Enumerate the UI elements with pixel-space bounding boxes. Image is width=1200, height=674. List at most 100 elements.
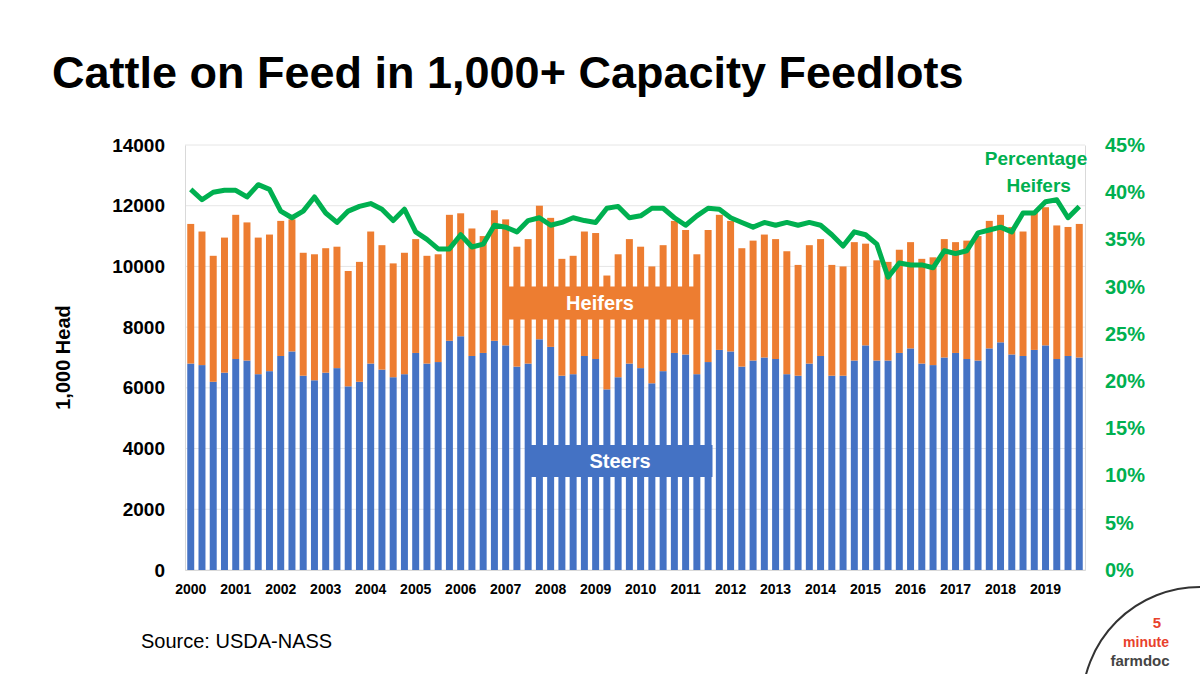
tick: 2012	[715, 570, 746, 597]
bar	[918, 259, 925, 364]
bar	[975, 361, 982, 570]
bar	[783, 251, 790, 374]
tick-label: 40%	[1105, 181, 1145, 203]
bar	[851, 361, 858, 570]
tick: 45%	[1085, 134, 1145, 156]
tick: 2007	[490, 570, 521, 597]
bar	[761, 358, 768, 571]
bar	[817, 239, 824, 356]
bar	[311, 380, 318, 570]
tick-label: 2004	[355, 581, 386, 597]
tick: 2006	[445, 570, 476, 597]
bar	[547, 218, 554, 347]
bar	[390, 377, 397, 570]
bar	[457, 213, 464, 336]
bar	[266, 235, 273, 372]
bar	[266, 371, 273, 570]
tick: 2004	[355, 570, 386, 597]
series-label: Heifers	[505, 287, 695, 320]
bar	[1076, 358, 1083, 571]
axis-line	[185, 146, 186, 571]
bar	[862, 244, 869, 346]
tick: 2013	[760, 570, 791, 597]
logo-text: 5	[1153, 614, 1161, 631]
grid-line	[185, 327, 1085, 328]
tick: 2003	[310, 570, 341, 597]
bar	[502, 219, 509, 345]
bar	[187, 364, 194, 570]
bar	[288, 351, 295, 570]
bar	[1042, 345, 1049, 570]
bar	[941, 358, 948, 571]
tick-label: 2002	[265, 581, 296, 597]
bar	[243, 361, 250, 570]
bar	[423, 364, 430, 570]
bar	[221, 373, 228, 570]
bar	[277, 356, 284, 570]
bar	[378, 245, 385, 369]
grid	[185, 145, 1085, 570]
bar	[1008, 354, 1015, 570]
tick: 14000	[112, 135, 185, 156]
bar	[311, 254, 318, 380]
bar	[727, 221, 734, 352]
bar	[918, 364, 925, 570]
bar	[873, 260, 880, 360]
tick: 30%	[1085, 276, 1145, 298]
tick-label: 2006	[445, 581, 476, 597]
bar	[1065, 356, 1072, 570]
tick-label: 2018	[985, 581, 1016, 597]
tick-label: 0	[154, 560, 165, 581]
tick: 10%	[1085, 464, 1145, 486]
series-label: Steers	[528, 445, 713, 477]
tick: 35%	[1085, 228, 1145, 250]
bar	[806, 364, 813, 570]
y2-axis: 0%5%10%15%20%25%30%35%40%45%	[1085, 134, 1145, 581]
bar	[187, 224, 194, 364]
tick-label: 4000	[123, 438, 165, 459]
series-label-text: Heifers	[566, 292, 634, 314]
bar	[952, 242, 959, 353]
tick-label: 2019	[1030, 581, 1061, 597]
bar	[423, 256, 430, 364]
bar	[1031, 350, 1038, 570]
bar	[862, 345, 869, 570]
bar	[648, 266, 655, 383]
bar	[716, 350, 723, 570]
grid-line	[185, 145, 1085, 146]
grid-line	[185, 509, 1085, 510]
bar	[446, 215, 453, 341]
tick-label: 10000	[112, 256, 165, 277]
tick-label: 2005	[400, 581, 431, 597]
grid-line	[185, 387, 1085, 388]
tick-label: 2007	[490, 581, 521, 597]
series-label-text: Steers	[589, 450, 650, 472]
chart: Cattle on Feed in 1,000+ Capacity Feedlo…	[0, 0, 1200, 674]
bar	[435, 254, 442, 362]
plot-area	[187, 185, 1083, 570]
bar	[480, 353, 487, 570]
bar	[795, 376, 802, 570]
bar	[963, 359, 970, 570]
bar	[491, 341, 498, 570]
bar	[277, 221, 284, 356]
tick: 0%	[1085, 559, 1134, 581]
tick-label: 2013	[760, 581, 791, 597]
tick: 2019	[1030, 570, 1061, 597]
bar	[198, 365, 205, 570]
tick: 2005	[400, 570, 431, 597]
bar	[1020, 356, 1027, 570]
tick-label: 2003	[310, 581, 341, 597]
bar	[457, 336, 464, 570]
tick: 12000	[112, 195, 185, 216]
bar	[1008, 227, 1015, 355]
tick: 2002	[265, 570, 296, 597]
tick: 2014	[805, 570, 836, 597]
bar	[963, 241, 970, 359]
bar	[828, 376, 835, 570]
bar	[322, 373, 329, 570]
tick: 2011	[670, 570, 701, 597]
bar	[1020, 232, 1027, 356]
bar	[930, 257, 937, 365]
grid-line	[185, 570, 1085, 571]
